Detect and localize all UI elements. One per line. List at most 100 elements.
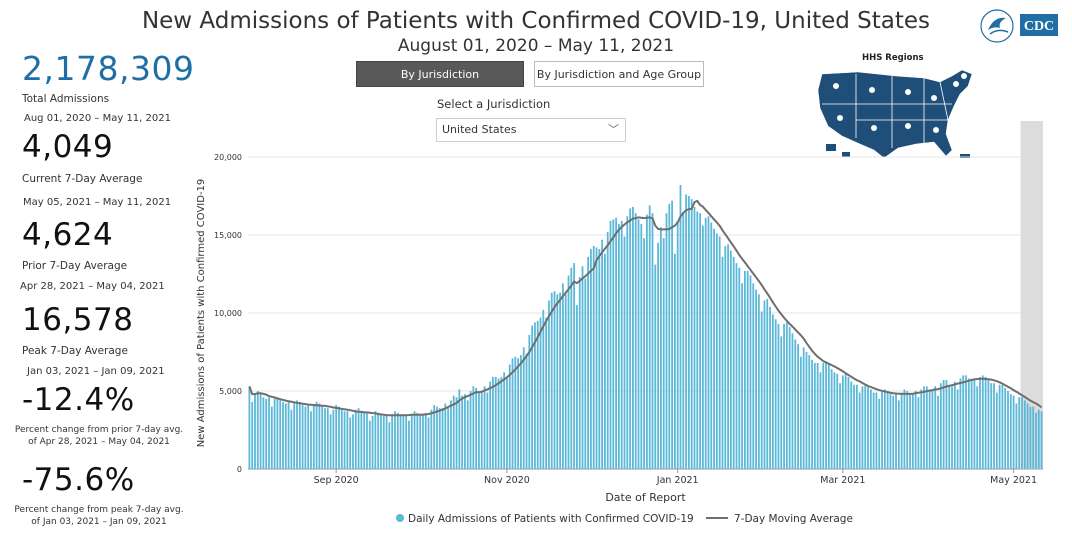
daily-bar xyxy=(995,392,998,469)
peak-average-label: Peak 7-Day Average xyxy=(22,345,128,357)
daily-bar xyxy=(749,275,752,469)
daily-bar xyxy=(1004,387,1007,469)
daily-bar xyxy=(774,319,777,469)
daily-bar xyxy=(710,222,713,469)
daily-bar xyxy=(324,408,326,469)
daily-bar xyxy=(791,333,794,469)
daily-bar xyxy=(701,225,704,469)
daily-bar xyxy=(797,344,799,469)
hhs-regions-map[interactable] xyxy=(812,64,984,164)
daily-bar xyxy=(466,400,469,469)
daily-bar xyxy=(757,294,760,469)
daily-bar xyxy=(534,322,536,469)
daily-bar xyxy=(564,294,567,469)
daily-bar xyxy=(724,245,727,469)
daily-bar xyxy=(592,245,595,469)
daily-bar xyxy=(923,386,925,469)
total-admissions-value: 2,178,309 xyxy=(22,49,195,88)
daily-bar xyxy=(839,383,841,469)
daily-bar xyxy=(1018,397,1021,469)
daily-bar xyxy=(374,411,377,469)
daily-bar xyxy=(833,372,836,469)
daily-bar xyxy=(892,395,895,469)
percent-change-prior-note: Percent change from prior 7-day avg. of … xyxy=(14,425,184,447)
daily-bar xyxy=(732,256,735,469)
tab-by-jurisdiction-and-age-group[interactable]: By Jurisdiction and Age Group xyxy=(534,61,704,87)
daily-bar xyxy=(520,355,522,469)
daily-bar xyxy=(606,231,609,469)
daily-bar xyxy=(1007,391,1009,469)
daily-bar xyxy=(556,294,559,469)
daily-bar xyxy=(825,361,827,469)
y-tick-label: 0 xyxy=(237,465,242,474)
daily-bar xyxy=(830,369,833,469)
daily-bar xyxy=(450,400,452,469)
x-tick-label: Sep 2020 xyxy=(314,475,359,486)
daily-bar xyxy=(861,386,864,469)
x-tick-label: Nov 2020 xyxy=(484,475,530,486)
daily-bar xyxy=(967,378,970,469)
daily-bar xyxy=(626,216,629,469)
legend-daily-label: Daily Admissions of Patients with Confir… xyxy=(408,513,694,525)
daily-bar xyxy=(357,408,360,469)
daily-bar xyxy=(990,383,993,469)
daily-bar xyxy=(811,359,813,469)
cdc-logo[interactable]: CDC xyxy=(980,6,1060,46)
daily-bar xyxy=(371,415,374,469)
daily-bar xyxy=(301,405,304,469)
tab-by-jurisdiction[interactable]: By Jurisdiction xyxy=(356,61,524,87)
daily-bar xyxy=(615,217,618,469)
x-axis-ticks: Sep 2020 Nov 2020 Jan 2021 Mar 2021 May 2021 xyxy=(314,469,1037,486)
chart-title: New Admissions of Patients with Confirme… xyxy=(141,8,931,34)
daily-bar xyxy=(469,391,472,469)
daily-bar xyxy=(785,322,788,469)
daily-bar xyxy=(903,389,906,469)
daily-bar xyxy=(612,219,615,469)
daily-bar xyxy=(604,253,606,469)
daily-bar xyxy=(590,249,592,469)
current-average-value: 4,049 xyxy=(22,129,114,165)
daily-bar xyxy=(290,409,293,469)
daily-bar xyxy=(1021,397,1023,469)
percent-change-peak-value: -75.6% xyxy=(22,462,135,498)
daily-bar xyxy=(1035,412,1037,469)
y-tick-label: 20,000 xyxy=(214,153,242,162)
daily-bar xyxy=(755,289,757,469)
daily-bar xyxy=(1029,406,1032,469)
daily-bar xyxy=(576,305,578,469)
legend-average-label: 7-Day Moving Average xyxy=(734,513,853,525)
daily-bar xyxy=(254,394,256,469)
daily-bar xyxy=(945,380,948,469)
daily-bar xyxy=(965,375,967,469)
daily-bar xyxy=(354,409,357,469)
daily-bar xyxy=(338,406,340,469)
daily-bar xyxy=(326,408,329,469)
daily-bar xyxy=(780,336,783,469)
daily-bar xyxy=(956,389,959,469)
percent-change-prior-value: -12.4% xyxy=(22,382,135,418)
daily-bar xyxy=(494,376,497,469)
daily-bar xyxy=(911,394,914,469)
daily-bar xyxy=(486,392,489,469)
daily-bar xyxy=(704,217,707,469)
daily-bar xyxy=(405,414,408,469)
daily-bar xyxy=(665,213,668,469)
daily-bar xyxy=(951,386,953,469)
daily-bar xyxy=(366,412,368,469)
daily-bar xyxy=(718,236,721,469)
daily-bar xyxy=(959,378,962,469)
daily-bar xyxy=(276,397,279,469)
daily-bar xyxy=(312,405,315,469)
daily-bar xyxy=(284,403,287,469)
daily-bar xyxy=(500,376,503,469)
daily-bar xyxy=(553,291,556,469)
daily-bar xyxy=(268,397,270,469)
legend-bar-marker xyxy=(396,514,404,522)
y-axis-ticks: 0 5,000 10,000 15,000 20,000 xyxy=(214,153,242,474)
x-tick-label: May 2021 xyxy=(990,475,1037,486)
daily-bar xyxy=(489,381,492,469)
jurisdiction-select[interactable]: United States ﹀ xyxy=(436,118,626,142)
daily-bar xyxy=(917,397,920,469)
daily-bar xyxy=(573,263,576,469)
hhs-eagle-icon xyxy=(980,9,1014,43)
